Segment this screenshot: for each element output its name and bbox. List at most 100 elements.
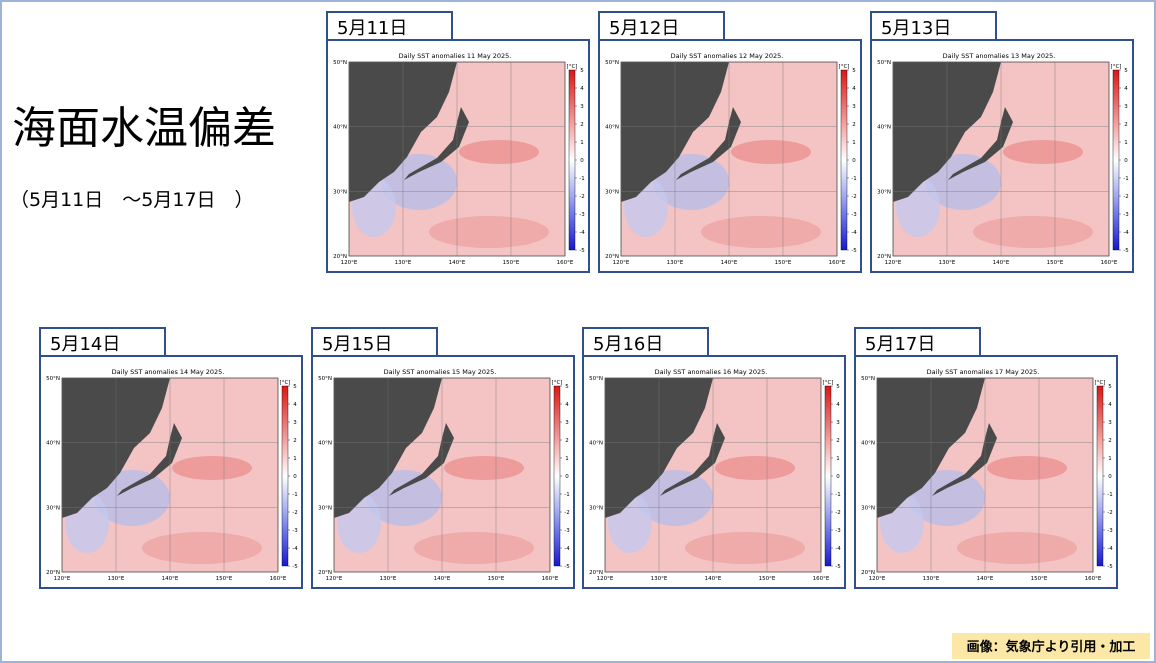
japan [948, 107, 1013, 180]
warm-anomaly [1003, 140, 1083, 164]
lat-label: 40°N [318, 441, 332, 447]
lon-label: 140°E [705, 576, 722, 582]
panel-label-box [854, 327, 981, 357]
lat-label: 30°N [877, 189, 891, 195]
colorbar-unit: [°C] [552, 380, 563, 386]
lat-label: 30°N [333, 189, 347, 195]
colorbar-tick-label: 4 [852, 86, 856, 92]
japan [676, 107, 741, 180]
panel-label-box [311, 327, 438, 357]
warm-anomaly [731, 140, 811, 164]
colorbar-tick-label: 3 [852, 104, 856, 110]
colorbar [1096, 385, 1104, 567]
lat-label: 20°N [318, 570, 332, 576]
colorbar-tick-label: 1 [1108, 456, 1112, 462]
colorbar-tick-label: 5 [1124, 68, 1128, 74]
colorbar-tick-label: 2 [1108, 438, 1112, 444]
colorbar-tick-label: 0 [565, 474, 569, 480]
colorbar-tick-label: -4 [835, 546, 841, 552]
lon-label: 140°E [449, 260, 466, 266]
colorbar-tick-label: 0 [852, 158, 856, 164]
lat-label: 50°N [877, 60, 891, 66]
colorbar-tick-label: 2 [1124, 122, 1128, 128]
cool-anomaly [637, 470, 713, 526]
lat-label: 20°N [589, 570, 603, 576]
cool-anomaly [653, 154, 729, 210]
map-panel: 5月15日 Daily SST anomalies 15 May 2025. 50°… [311, 327, 575, 589]
colorbar-tick-label: -3 [835, 528, 841, 534]
lat-label: 40°N [605, 125, 619, 131]
warm-anomaly [172, 456, 252, 480]
lon-label: 130°E [108, 576, 125, 582]
lon-label: 120°E [613, 260, 630, 266]
colorbar-tick-label: -4 [1107, 546, 1113, 552]
lat-label: 40°N [861, 441, 875, 447]
lon-label: 150°E [759, 576, 776, 582]
slide-subtitle: （5月11日 ～5月17日 ） [10, 189, 254, 211]
colorbar-tick-label: 0 [1108, 474, 1112, 480]
colorbar-tick-label: -2 [1123, 194, 1128, 200]
colorbar-tick-label: -5 [579, 248, 585, 254]
colorbar-tick-label: -5 [1107, 564, 1113, 570]
colorbar-tick-label: -4 [564, 546, 570, 552]
panel-label: 5月16日 [593, 334, 663, 355]
colorbar [568, 69, 576, 251]
lat-label: 50°N [333, 60, 347, 66]
lon-label: 160°E [557, 260, 574, 266]
lon-label: 140°E [993, 260, 1010, 266]
colorbar-tick-label: 1 [1124, 140, 1128, 146]
colorbar-tick-label: 4 [565, 402, 569, 408]
colorbar-tick-label: 4 [1124, 86, 1128, 92]
lat-label: 50°N [46, 376, 60, 382]
warm-anomaly [957, 532, 1077, 564]
lon-label: 150°E [775, 260, 792, 266]
colorbar-tick-label: 1 [852, 140, 856, 146]
colorbar-tick-label: -5 [835, 564, 841, 570]
colorbar [553, 385, 561, 567]
lat-label: 20°N [333, 254, 347, 260]
panel-label: 5月11日 [337, 18, 407, 39]
japan [389, 423, 454, 496]
colorbar-tick-label: 3 [1108, 420, 1112, 426]
lat-label: 30°N [318, 505, 332, 511]
lon-label: 160°E [1085, 576, 1102, 582]
colorbar-tick-label: 2 [293, 438, 297, 444]
colorbar-tick-label: -2 [1107, 510, 1112, 516]
colorbar-tick-label: 3 [836, 420, 840, 426]
warm-anomaly [429, 216, 549, 248]
colorbar-tick-label: 1 [293, 456, 297, 462]
lat-label: 50°N [589, 376, 603, 382]
lon-label: 150°E [216, 576, 233, 582]
lat-label: 20°N [861, 570, 875, 576]
colorbar-tick-label: -1 [851, 176, 856, 182]
colorbar-tick-label: -5 [564, 564, 570, 570]
map-panel: 5月14日 Daily SST anomalies 14 May 2025. 50°… [39, 327, 303, 589]
colorbar-tick-label: 1 [580, 140, 584, 146]
lon-label: 120°E [54, 576, 71, 582]
colorbar-tick-label: -3 [292, 528, 298, 534]
colorbar-tick-label: 5 [836, 384, 840, 390]
colorbar-unit: [°C] [823, 380, 834, 386]
colorbar-tick-label: 0 [1124, 158, 1128, 164]
map-title: Daily SST anomalies 16 May 2025. [655, 368, 768, 376]
warm-anomaly [414, 532, 534, 564]
panel-label-box [326, 11, 453, 41]
cool-anomaly [381, 154, 457, 210]
lon-label: 120°E [341, 260, 358, 266]
colorbar-tick-label: -4 [1123, 230, 1129, 236]
lat-label: 30°N [605, 189, 619, 195]
colorbar-unit: [°C] [280, 380, 291, 386]
colorbar-tick-label: 1 [836, 456, 840, 462]
map-title: Daily SST anomalies 14 May 2025. [112, 368, 225, 376]
colorbar-tick-label: 3 [293, 420, 297, 426]
colorbar-tick-label: -5 [292, 564, 298, 570]
panel-label: 5月14日 [50, 334, 120, 355]
credit-box [952, 633, 1150, 659]
colorbar [824, 385, 832, 567]
colorbar-tick-label: 5 [580, 68, 584, 74]
colorbar-tick-label: 0 [580, 158, 584, 164]
panel-label-box [598, 11, 725, 41]
colorbar-tick-label: -4 [851, 230, 857, 236]
lon-label: 130°E [923, 576, 940, 582]
colorbar-tick-label: 2 [580, 122, 584, 128]
